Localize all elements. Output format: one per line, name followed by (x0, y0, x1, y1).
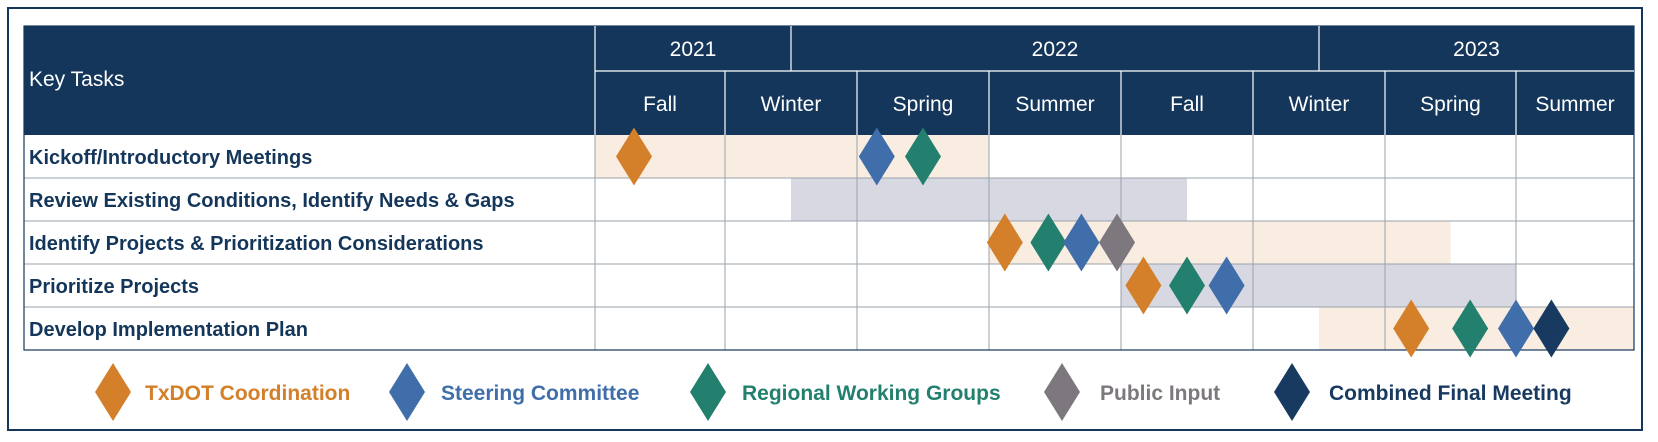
milestone-steering (1063, 213, 1100, 272)
legend-regional-icon (690, 363, 726, 421)
task-label: Develop Implementation Plan (29, 319, 308, 341)
legend-label-steering: Steering Committee (441, 382, 639, 405)
legend: TxDOT Coordination Steering Committee Regi… (95, 363, 1572, 421)
task-label: Prioritize Projects (29, 276, 199, 298)
task-label: Identify Projects & Prioritization Consi… (29, 233, 484, 255)
milestone-regional (905, 127, 941, 186)
season-label: Fall (643, 93, 677, 116)
chart-frame (7, 7, 1643, 431)
header: Key Tasks 2021 2022 2023 Fall Winter Spring Su… (29, 26, 1634, 135)
season-label: Winter (1289, 93, 1350, 116)
grid-lines (23, 25, 1635, 351)
milestone-steering (1208, 256, 1245, 315)
milestone-txdot (1125, 256, 1162, 315)
milestone-regional (1169, 256, 1205, 315)
legend-label-public: Public Input (1100, 382, 1220, 405)
legend-label-combined: Combined Final Meeting (1329, 382, 1572, 405)
season-label: Spring (1420, 93, 1481, 116)
milestone-txdot (986, 213, 1023, 272)
milestone-regional (1030, 213, 1067, 272)
legend-combined-icon (1274, 363, 1310, 421)
milestones (616, 127, 1570, 358)
legend-label-regional: Regional Working Groups (742, 382, 1001, 405)
task-label: Review Existing Conditions, Identify Nee… (29, 190, 515, 212)
milestone-regional (1452, 299, 1489, 358)
year-label: 2022 (1032, 38, 1079, 61)
season-label: Fall (1170, 93, 1204, 116)
legend-public-icon (1044, 363, 1080, 421)
milestone-steering (858, 127, 895, 186)
task-label: Kickoff/Introductory Meetings (29, 147, 312, 169)
legend-txdot-icon (95, 363, 131, 421)
legend-steering-icon (389, 363, 425, 421)
header-background (24, 26, 1634, 135)
milestone-public (1099, 213, 1136, 272)
task-labels: Kickoff/Introductory Meetings Review Exis… (29, 147, 515, 341)
key-tasks-label: Key Tasks (29, 68, 124, 91)
milestone-txdot (1393, 299, 1430, 358)
milestone-txdot (616, 127, 652, 186)
season-label: Winter (761, 93, 822, 116)
season-label: Summer (1535, 93, 1614, 116)
year-label: 2021 (670, 38, 717, 61)
year-label: 2023 (1453, 38, 1500, 61)
milestone-steering (1498, 299, 1534, 358)
milestone-combined (1533, 299, 1570, 358)
season-label: Spring (893, 93, 954, 116)
legend-label-txdot: TxDOT Coordination (145, 382, 350, 405)
season-label: Summer (1015, 93, 1094, 116)
